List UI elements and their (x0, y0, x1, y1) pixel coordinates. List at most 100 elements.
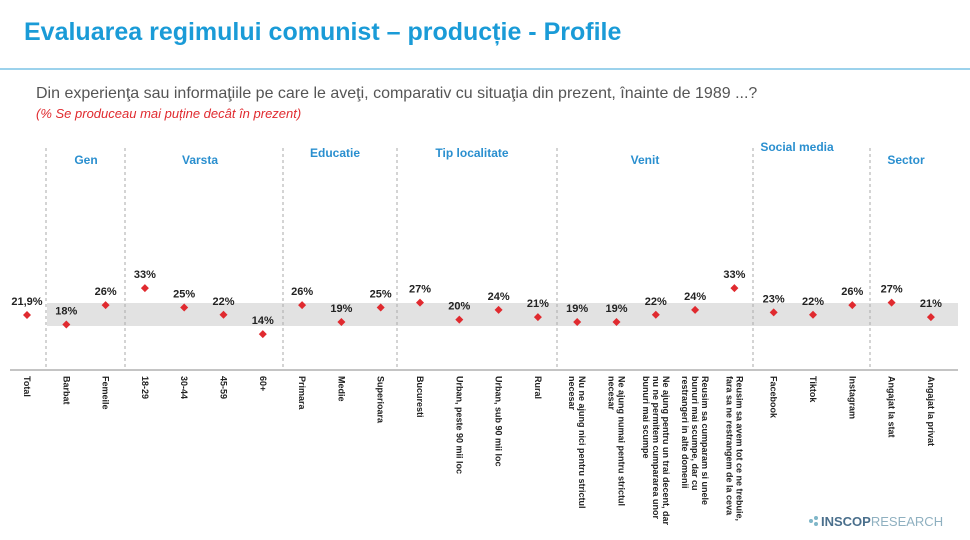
category-label-cell: Total (0, 376, 57, 536)
logo-bold: INSCOP (821, 514, 871, 529)
category-label-cell: Ne ajung numai pentru strictul necesar (587, 376, 647, 536)
category-label: Facebook (768, 376, 779, 419)
category-label-cell: Superioara (351, 376, 411, 536)
data-label: 33% (723, 269, 745, 281)
data-point (612, 318, 621, 327)
data-point (140, 284, 149, 293)
separators (45, 148, 871, 370)
data-point (848, 301, 857, 310)
category-label-cell: 45-59 (194, 376, 254, 536)
category-label-cell: Primara (272, 376, 332, 536)
data-point (258, 330, 267, 339)
title: Evaluarea regimului comunist – producție… (24, 18, 621, 46)
data-label: 26% (841, 286, 863, 298)
data-point (573, 318, 582, 327)
data-point (455, 315, 464, 324)
data-point (730, 284, 739, 293)
category-label: Urban, sub 90 mii loc (493, 376, 504, 467)
category-label: Bucuresti (415, 376, 425, 418)
data-label: 22% (645, 296, 667, 308)
data-label: 25% (370, 289, 392, 301)
data-point (376, 303, 385, 312)
group-label: Tip localitate (435, 146, 509, 160)
subtitle: (% Se produceau mai puține decât în prez… (36, 106, 301, 121)
data-point (298, 301, 307, 310)
category-label: Barbat (61, 376, 72, 405)
data-label: 27% (409, 284, 431, 296)
category-label: Nu ne ajung nici pentru strictul necesar (567, 376, 588, 509)
category-label-cell: 60+ (233, 376, 293, 536)
group-label: Social media (760, 140, 834, 154)
category-label-cell: Instagram (822, 376, 882, 536)
category-label-cell: Femeile (76, 376, 136, 536)
data-label: 22% (802, 296, 824, 308)
data-label: 24% (684, 291, 706, 303)
data-point (23, 311, 31, 320)
category-label-cell: Reusim sa cumparam si unele bunuri mai s… (665, 376, 725, 536)
group-label: Venit (630, 153, 660, 167)
category-label-cell: 18-29 (115, 376, 175, 536)
category-label-cell: Ne ajung pentru un trai decent, dar nu n… (626, 376, 686, 536)
category-label-cell: Facebook (744, 376, 804, 536)
data-label: 21,9% (11, 296, 42, 308)
data-label: 26% (95, 286, 117, 298)
category-label-cell: Nu ne ajung nici pentru strictul necesar (547, 376, 607, 536)
category-label: Instagram (847, 376, 858, 420)
category-label-cell: Urban, peste 90 mii loc (429, 376, 489, 536)
data-label: 21% (920, 298, 942, 310)
group-label: Gen (74, 153, 98, 167)
group-label: Varsta (181, 153, 219, 167)
category-label: Ne ajung pentru un trai decent, dar nu n… (640, 376, 671, 526)
category-label-cell: Barbat (36, 376, 96, 536)
category-label: Medie (336, 376, 347, 402)
logo: INSCOPRESEARCH (821, 514, 943, 529)
category-label: Reusim sa cumparam si unele bunuri mai s… (680, 376, 711, 506)
category-label-cell: Angajat la stat (862, 376, 922, 536)
category-label: Urban, peste 90 mii loc (454, 376, 465, 475)
category-label: Ne ajung numai pentru strictul necesar (606, 376, 627, 507)
question: Din experienţa sau informaţiile pe care … (36, 85, 757, 102)
category-label-cell: 30-44 (154, 376, 214, 536)
data-point (691, 305, 700, 314)
category-label: Tiktok (808, 376, 818, 403)
category-label-cell: Urban, sub 90 mii loc (469, 376, 529, 536)
data-point (887, 298, 896, 307)
group-label: Educatie (309, 146, 360, 160)
logo-icon (809, 516, 818, 526)
category-label: Rural (532, 376, 543, 400)
category-label: Superioara (375, 376, 386, 424)
data-point (101, 301, 110, 310)
data-point (416, 298, 424, 307)
reference-band (47, 303, 958, 326)
data-label: 25% (173, 289, 195, 301)
category-label: Femeile (100, 376, 111, 410)
data-label: 26% (291, 286, 313, 298)
data-label: 21% (527, 298, 549, 310)
category-label: 60+ (257, 376, 268, 392)
group-label: Sector (887, 153, 925, 167)
category-label-cell: Rural (508, 376, 568, 536)
data-point (926, 313, 935, 322)
data-label: 19% (566, 303, 588, 315)
data-point (62, 320, 71, 329)
category-label: Total (22, 376, 32, 397)
category-label: Reusim sa avem tot ce ne trebuie, fara s… (724, 376, 745, 522)
category-label: 18-29 (139, 376, 150, 400)
category-label-cell: Tiktok (783, 376, 843, 536)
category-label-cell: Bucuresti (390, 376, 450, 536)
category-label-cell: Reusim sa avem tot ce ne trebuie, fara s… (704, 376, 764, 536)
data-label: 19% (605, 303, 627, 315)
data-label: 19% (330, 303, 352, 315)
data-label: 24% (488, 291, 510, 303)
category-label: 45-59 (218, 376, 229, 400)
data-label: 20% (448, 301, 470, 313)
data-point (533, 313, 542, 322)
category-label-cell: Angajat la privat (901, 376, 961, 536)
category-label: 30-44 (179, 376, 190, 400)
data-point (337, 318, 346, 327)
data-point (219, 310, 228, 319)
data-point (809, 310, 817, 319)
data-label: 18% (55, 305, 77, 317)
